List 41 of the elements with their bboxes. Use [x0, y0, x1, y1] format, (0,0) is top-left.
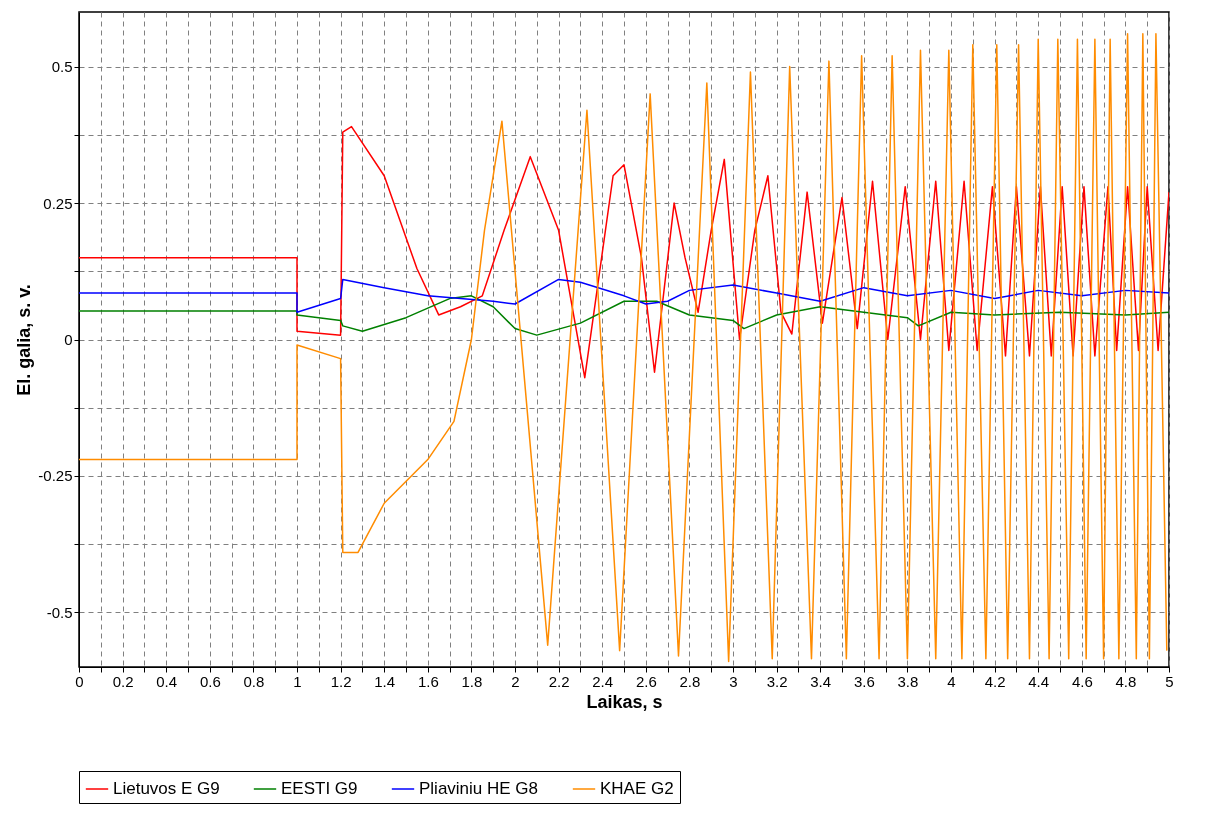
- x-tick-label: 3.8: [897, 672, 919, 690]
- x-tick-label: 4.4: [1028, 672, 1050, 690]
- x-tick-label: 2.6: [635, 672, 657, 690]
- x-tick-label: 1.8: [461, 672, 483, 690]
- y-tick-label: -0.5: [46, 603, 73, 621]
- y-tick-label: -0.25: [38, 467, 73, 485]
- x-tick-label: 4.8: [1115, 672, 1137, 690]
- line-series: [79, 278, 1169, 313]
- legend-label: KHAE G2: [600, 779, 674, 798]
- x-tick-label: 4.2: [984, 672, 1006, 690]
- x-tick-label: 0.4: [156, 672, 178, 690]
- x-tick-label: 1.6: [417, 672, 439, 690]
- x-tick-label: 3.4: [810, 672, 832, 690]
- x-tick-label: 1.2: [330, 672, 352, 690]
- y-axis-title: El. galia, s. v.: [14, 284, 35, 396]
- x-tick-label: 0: [75, 672, 84, 690]
- x-tick-label: 2.8: [679, 672, 701, 690]
- x-tick-label: 4: [947, 672, 956, 690]
- x-tick-label: 3.6: [853, 672, 875, 690]
- y-tick-label: 0: [64, 331, 73, 348]
- y-tick-label: 0.25: [43, 194, 73, 212]
- x-tick-label: 2.4: [592, 672, 614, 690]
- line-series: [79, 295, 1169, 336]
- legend-label: EESTI G9: [281, 779, 358, 798]
- x-axis-title: Laikas, s: [586, 691, 663, 712]
- x-tick-label: 2: [511, 672, 520, 690]
- x-tick-label: 0.2: [112, 672, 134, 690]
- x-tick-label: 5: [1165, 672, 1174, 690]
- x-tick-label: 1.4: [374, 672, 396, 690]
- x-tick-label: 1: [293, 672, 302, 690]
- legend-label: Lietuvos E G9: [113, 779, 220, 798]
- line-series: [79, 33, 1168, 663]
- line-series: [79, 125, 1169, 379]
- y-tick-label: 0.5: [51, 58, 73, 76]
- legend-label: Pliaviniu HE G8: [419, 779, 539, 798]
- x-tick-label: 3: [729, 672, 738, 690]
- x-tick-label: 0.6: [199, 672, 221, 690]
- x-tick-label: 3.2: [766, 672, 788, 690]
- x-tick-label: 0.8: [243, 672, 265, 690]
- x-tick-label: 4.6: [1071, 672, 1093, 690]
- x-tick-label: 2.2: [548, 672, 570, 690]
